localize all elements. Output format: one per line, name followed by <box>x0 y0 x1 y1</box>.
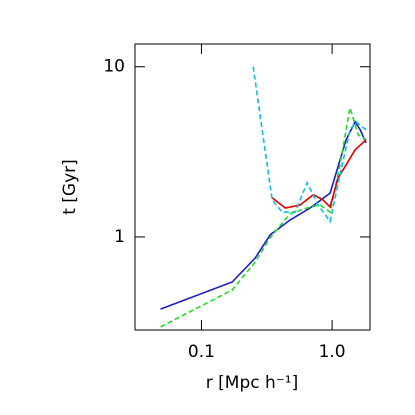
data-line <box>271 139 367 209</box>
data-line <box>160 107 367 328</box>
data-line <box>252 66 367 224</box>
x-tick-label: 0.1 <box>188 342 215 362</box>
data-line <box>160 120 367 310</box>
y-tick-label: 10 <box>103 57 125 77</box>
y-axis-title: t [Gyr] <box>60 159 80 215</box>
x-axis-title: r [Mpc h⁻¹] <box>206 373 298 393</box>
y-tick-label: 1 <box>114 227 125 247</box>
x-tick-label: 1.0 <box>319 342 346 362</box>
plot-frame <box>134 43 371 331</box>
